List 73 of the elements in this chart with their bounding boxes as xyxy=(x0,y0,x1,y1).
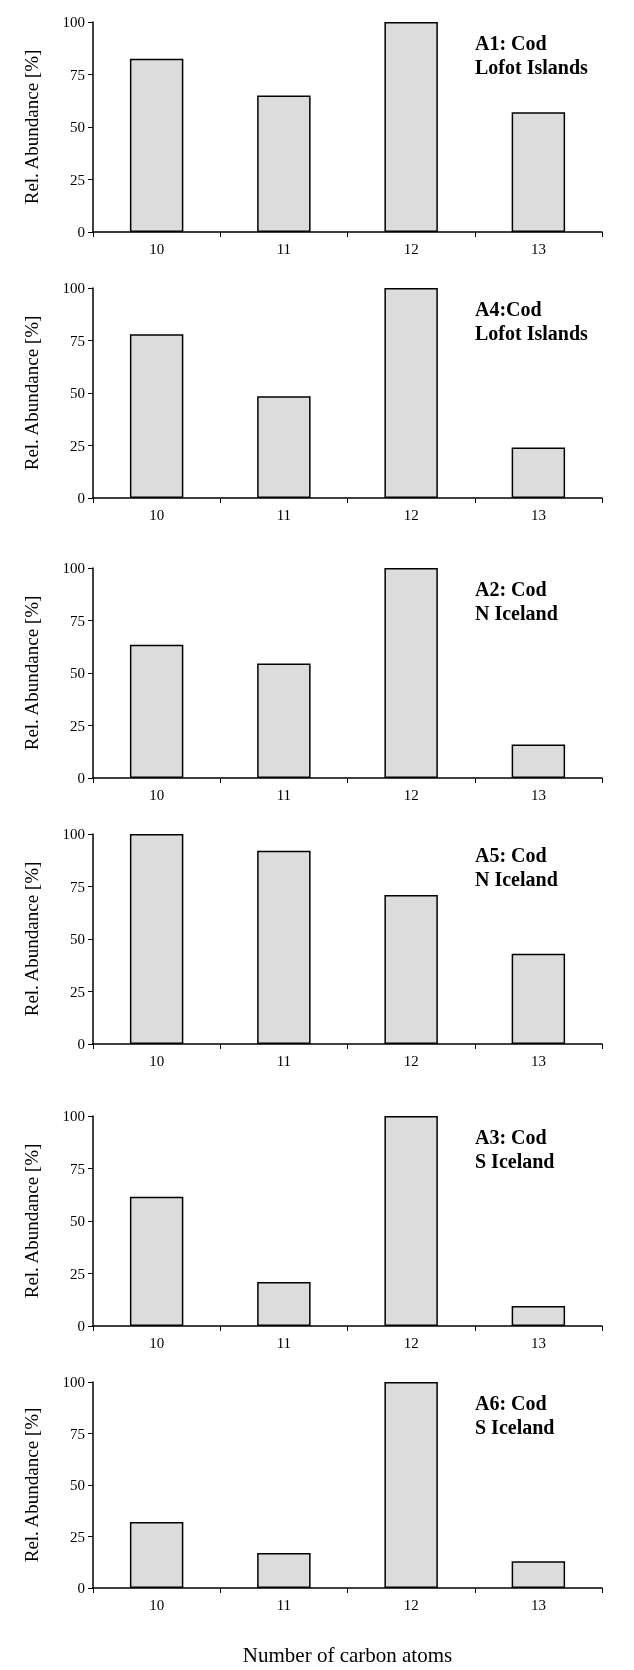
text: A3: Cod xyxy=(475,1126,547,1148)
y-tick-label: 100 xyxy=(62,1108,85,1124)
y-axis-title: Rel. Abundance [%] xyxy=(21,315,42,471)
y-tick-label: 0 xyxy=(77,490,85,506)
y-axis-title: Rel. Abundance [%] xyxy=(21,49,42,205)
y-tick-label: 25 xyxy=(70,983,85,1000)
x-tick-label: 11 xyxy=(276,786,292,803)
x-axis-title: Number of carbon atoms xyxy=(242,1642,453,1667)
x-tick-label: 13 xyxy=(530,1334,546,1351)
x-tick-label: 11 xyxy=(276,1596,292,1613)
text: A5: Cod xyxy=(475,844,547,866)
x-tick-label: 12 xyxy=(403,240,419,257)
y-axis-title: Rel. Abundance [%] xyxy=(21,861,42,1017)
text: S Iceland xyxy=(475,1416,555,1438)
y-tick-label: 100 xyxy=(62,280,85,296)
y-tick-label: 75 xyxy=(70,66,85,83)
x-tick-label: 10 xyxy=(149,1596,165,1613)
x-tick-label: 12 xyxy=(403,506,419,523)
y-axis-title: Rel. Abundance [%] xyxy=(21,1407,42,1563)
x-tick-label: 13 xyxy=(530,1596,546,1613)
y-tick-label: 75 xyxy=(70,1160,85,1177)
text: A2: Cod xyxy=(475,578,547,600)
x-tick-label: 10 xyxy=(149,786,165,803)
y-tick-label: 0 xyxy=(77,1036,85,1052)
y-tick-label: 0 xyxy=(77,1318,85,1334)
y-tick-label: 50 xyxy=(70,1213,85,1229)
text: Lofot Islands xyxy=(475,56,589,78)
text: N Iceland xyxy=(475,868,558,890)
x-tick-label: 12 xyxy=(403,786,419,803)
y-tick-label: 0 xyxy=(77,770,85,786)
y-tick-label: 0 xyxy=(77,224,85,240)
y-tick-label: 25 xyxy=(70,437,85,454)
x-tick-label: 12 xyxy=(403,1596,419,1613)
y-tick-label: 100 xyxy=(62,560,85,576)
x-tick-label: 11 xyxy=(276,506,292,523)
x-tick-label: 10 xyxy=(149,1052,165,1069)
x-tick-label: 12 xyxy=(403,1052,419,1069)
x-tick-label: 12 xyxy=(403,1334,419,1351)
y-tick-label: 0 xyxy=(77,1580,85,1596)
x-tick-label: 10 xyxy=(149,506,165,523)
text: A4:Cod xyxy=(475,298,542,320)
x-tick-label: 11 xyxy=(276,240,292,257)
text: Lofot Islands xyxy=(475,322,589,344)
x-tick-label: 13 xyxy=(530,240,546,257)
text: N Iceland xyxy=(475,602,558,624)
x-tick-label: 10 xyxy=(149,1334,165,1351)
y-axis-title: Rel. Abundance [%] xyxy=(21,595,42,751)
y-tick-label: 75 xyxy=(70,332,85,349)
y-tick-label: 100 xyxy=(62,826,85,842)
y-tick-label: 50 xyxy=(70,665,85,681)
text: A6: Cod xyxy=(475,1392,547,1414)
x-tick-label: 11 xyxy=(276,1334,292,1351)
y-tick-label: 75 xyxy=(70,612,85,629)
y-tick-label: 50 xyxy=(70,385,85,401)
x-tick-label: 13 xyxy=(530,1052,546,1069)
y-tick-label: 50 xyxy=(70,119,85,135)
x-tick-label: 10 xyxy=(149,240,165,257)
y-tick-label: 100 xyxy=(62,1374,85,1390)
y-tick-label: 100 xyxy=(62,14,85,30)
x-tick-label: 13 xyxy=(530,786,546,803)
x-tick-label: 11 xyxy=(276,1052,292,1069)
x-tick-label: 13 xyxy=(530,506,546,523)
y-tick-label: 50 xyxy=(70,931,85,947)
text: S Iceland xyxy=(475,1150,555,1172)
y-tick-label: 25 xyxy=(70,1528,85,1545)
y-tick-label: 25 xyxy=(70,171,85,188)
y-tick-label: 75 xyxy=(70,878,85,895)
text: A1: Cod xyxy=(475,32,547,54)
y-axis-title: Rel. Abundance [%] xyxy=(21,1143,42,1299)
y-tick-label: 50 xyxy=(70,1477,85,1493)
y-tick-label: 25 xyxy=(70,1265,85,1282)
y-tick-label: 25 xyxy=(70,717,85,734)
y-tick-label: 75 xyxy=(70,1425,85,1442)
